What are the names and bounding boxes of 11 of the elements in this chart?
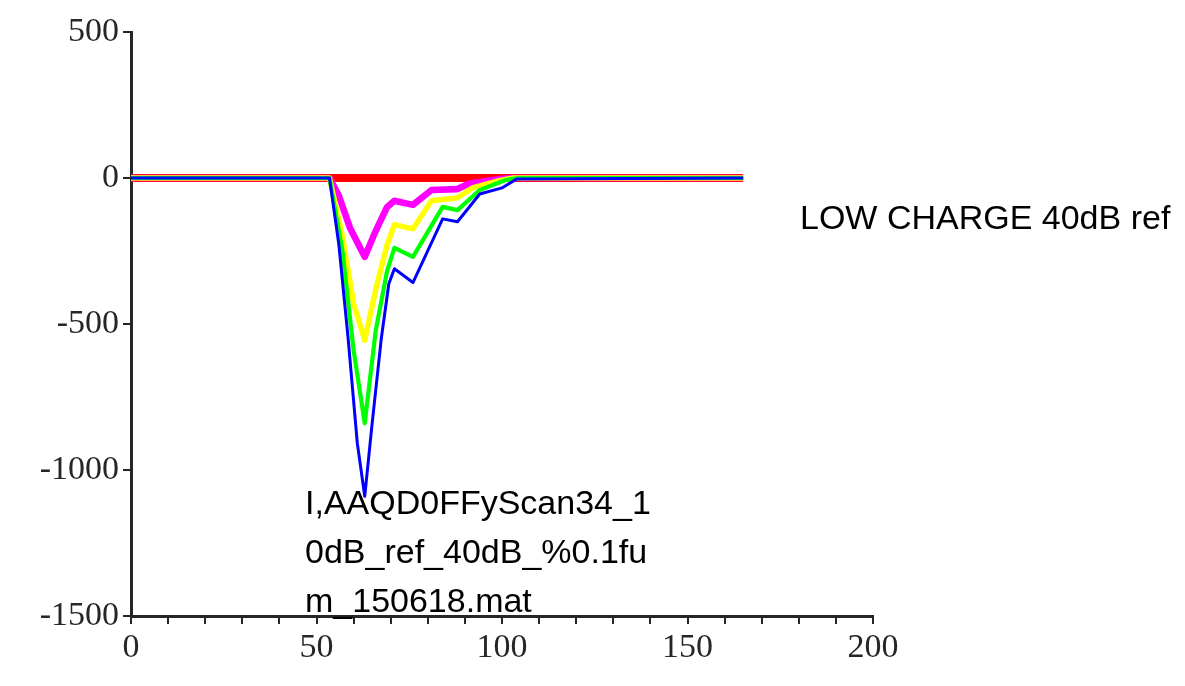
x-tick-label: 100 bbox=[476, 627, 528, 665]
x-tick-label: 50 bbox=[299, 627, 334, 665]
x-tick-label: 150 bbox=[662, 627, 713, 665]
y-tick-label: -500 bbox=[56, 302, 119, 340]
annotation: LOW CHARGE 40dB ref bbox=[800, 197, 1172, 238]
x-tick-label: 200 bbox=[847, 627, 899, 665]
y-tick-label: 0 bbox=[102, 156, 119, 194]
y-tick-label: 500 bbox=[68, 10, 119, 48]
annotation: I,AAQD0FFyScan34_10dB_ref_40dB_%0.1fum_150618.mat bbox=[305, 482, 652, 621]
y-tick-label: -1500 bbox=[39, 594, 119, 632]
y-tick-label: -1000 bbox=[39, 448, 119, 486]
